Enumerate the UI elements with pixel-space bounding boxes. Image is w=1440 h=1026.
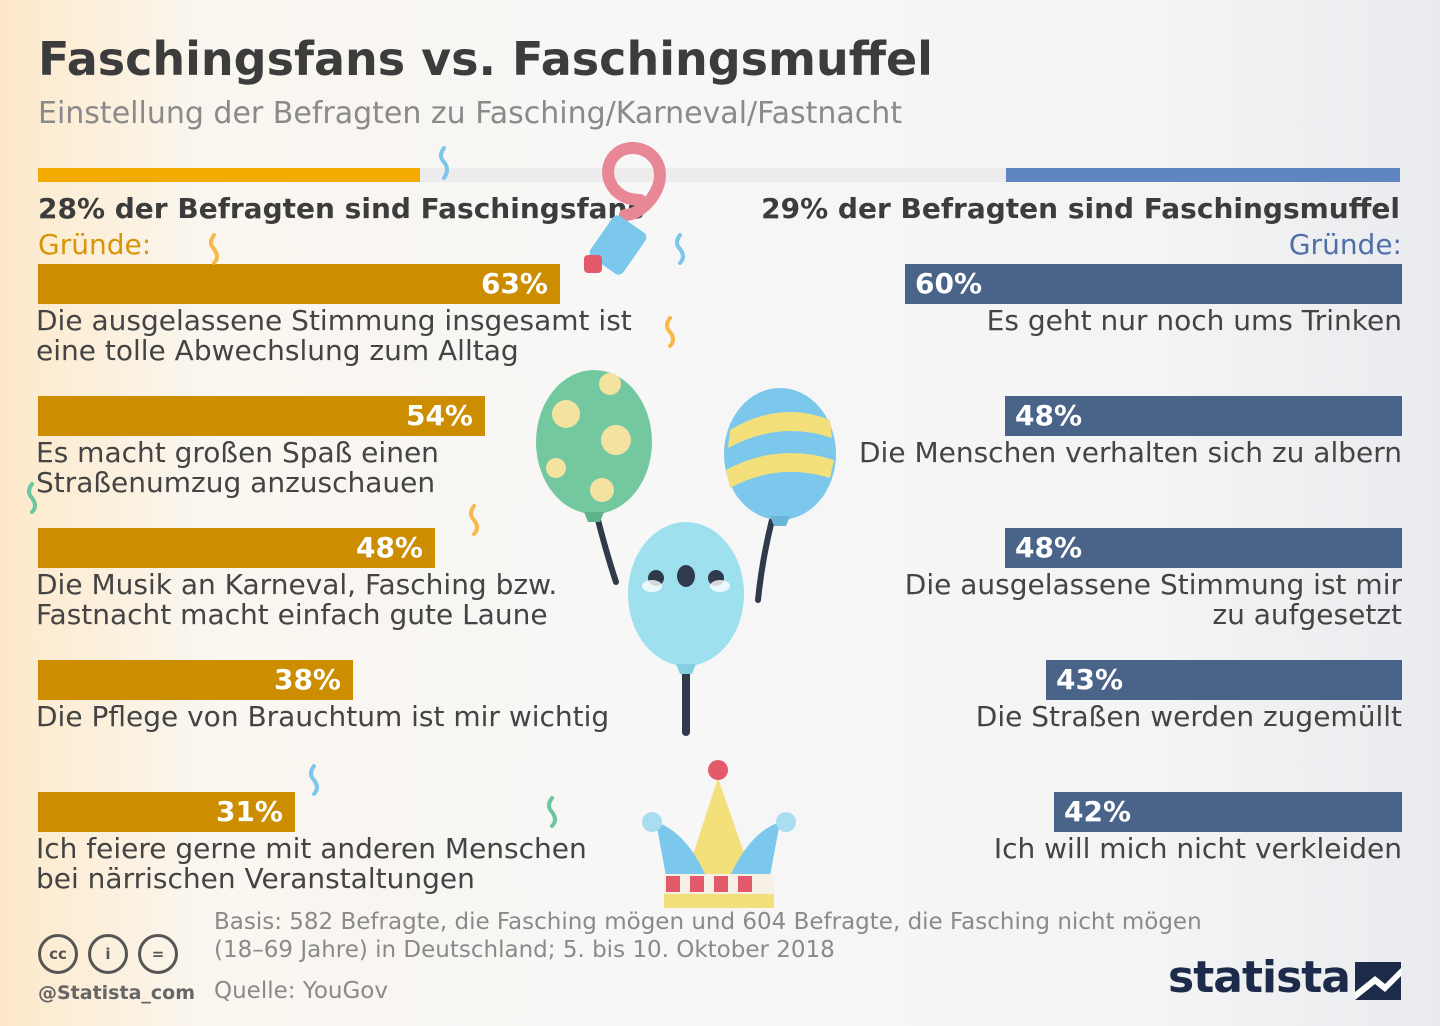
face-balloon-icon (628, 522, 744, 736)
fans-share-bar (38, 168, 420, 182)
fans-bar-5: 31% (38, 792, 295, 832)
category-label-line: Fastnacht macht einfach gute Laune (36, 598, 548, 631)
statista-handle: @Statista_com (38, 982, 196, 1004)
fans-reasons-label: Gründe: (38, 228, 152, 261)
category-label-line: Es geht nur noch ums Trinken (986, 304, 1402, 337)
fans-bar-4: 38% (38, 660, 353, 700)
muffel-value-label-5: 42% (1064, 795, 1132, 828)
fans-category-label-3: Die Musik an Karneval, Fasching bzw. Fast… (36, 570, 557, 630)
fans-value-label-3: 48% (355, 531, 423, 564)
muffel-share-bar (1006, 168, 1400, 182)
muffel-value-label-3: 48% (1015, 531, 1083, 564)
muffel-category-label-5: Ich will mich nicht verkleiden (994, 834, 1402, 864)
category-label-line: Die Pflege von Brauchtum ist mir wichtig (36, 700, 610, 733)
category-label-line: zu aufgesetzt (1212, 598, 1402, 631)
basis-line-1: Basis: 582 Befragte, die Fasching mögen … (214, 909, 1202, 935)
category-label-line: bei närrischen Veranstaltungen (36, 862, 475, 895)
fans-bar-1: 63% (38, 264, 560, 304)
muffel-category-label-4: Die Straßen werden zugemüllt (976, 702, 1402, 732)
fans-value-label-1: 63% (480, 267, 548, 300)
noderivatives-icon: = (138, 934, 178, 974)
category-label-line: Die Musik an Karneval, Fasching bzw. (36, 568, 558, 601)
cc-icon: cc (38, 934, 78, 974)
category-label-line: Die ausgelassene Stimmung insgesamt ist (36, 304, 632, 337)
fans-heading: 28% der Befragten sind Faschingsfans (38, 192, 645, 225)
muffel-bar-1: 60% (905, 264, 1402, 304)
muffel-reasons-label: Gründe: (1288, 228, 1402, 261)
category-label-line: Straßenumzug anzuschauen (36, 466, 436, 499)
muffel-bar-4: 43% (1046, 660, 1402, 700)
fans-category-label-4: Die Pflege von Brauchtum ist mir wichtig (36, 702, 609, 732)
statista-logo-icon (1355, 962, 1401, 1000)
fans-value-label-5: 31% (215, 795, 283, 828)
muffel-bar-3: 48% (1005, 528, 1402, 568)
muffel-value-label-1: 60% (915, 267, 983, 300)
statista-logo: statista (1168, 952, 1351, 1003)
fans-category-label-1: Die ausgelassene Stimmung insgesamt ist e… (36, 306, 632, 366)
category-label-line: eine tolle Abwechslung zum Alltag (36, 334, 519, 367)
muffel-category-label-3: Die ausgelassene Stimmung ist mir zu aufg… (905, 570, 1402, 630)
fans-value-label-4: 38% (273, 663, 341, 696)
category-label-line: Die Menschen verhalten sich zu albern (858, 436, 1402, 469)
green-balloon-icon (536, 370, 652, 585)
chart-subtitle: Einstellung der Befragten zu Fasching/Ka… (38, 96, 903, 131)
muffel-value-label-2: 48% (1015, 399, 1083, 432)
fans-bar-2: 54% (38, 396, 485, 436)
category-label-line: Ich will mich nicht verkleiden (993, 832, 1402, 865)
muffel-category-label-1: Es geht nur noch ums Trinken (987, 306, 1402, 336)
muffel-bar-5: 42% (1054, 792, 1402, 832)
muffel-heading: 29% der Befragten sind Faschingsmuffel (761, 192, 1400, 225)
basis-note: Basis: 582 Befragte, die Fasching mögen … (214, 908, 1202, 964)
category-label-line: Ich feiere gerne mit anderen Menschen (36, 832, 587, 865)
muffel-bar-2: 48% (1005, 396, 1402, 436)
category-label-line: Die ausgelassene Stimmung ist mir (904, 568, 1402, 601)
category-label-line: Es macht großen Spaß einen (36, 436, 439, 469)
attribution-icon: i (88, 934, 128, 974)
striped-balloon-icon (724, 388, 836, 603)
category-label-line: Die Straßen werden zugemüllt (975, 700, 1402, 733)
chart-title: Faschingsfans vs. Faschingsmuffel (38, 32, 933, 86)
jester-hat-icon (642, 760, 796, 908)
muffel-category-label-2: Die Menschen verhalten sich zu albern (859, 438, 1402, 468)
basis-line-2: (18–69 Jahre) in Deutschland; 5. bis 10.… (214, 937, 835, 963)
track-bar (420, 168, 1006, 182)
fans-value-label-2: 54% (405, 399, 473, 432)
fans-category-label-2: Es macht großen Spaß einen Straßenumzug a… (36, 438, 439, 498)
fans-category-label-5: Ich feiere gerne mit anderen Menschen bei… (36, 834, 587, 894)
fans-bar-3: 48% (38, 528, 435, 568)
source-note: Quelle: YouGov (214, 978, 388, 1004)
muffel-value-label-4: 43% (1056, 663, 1124, 696)
